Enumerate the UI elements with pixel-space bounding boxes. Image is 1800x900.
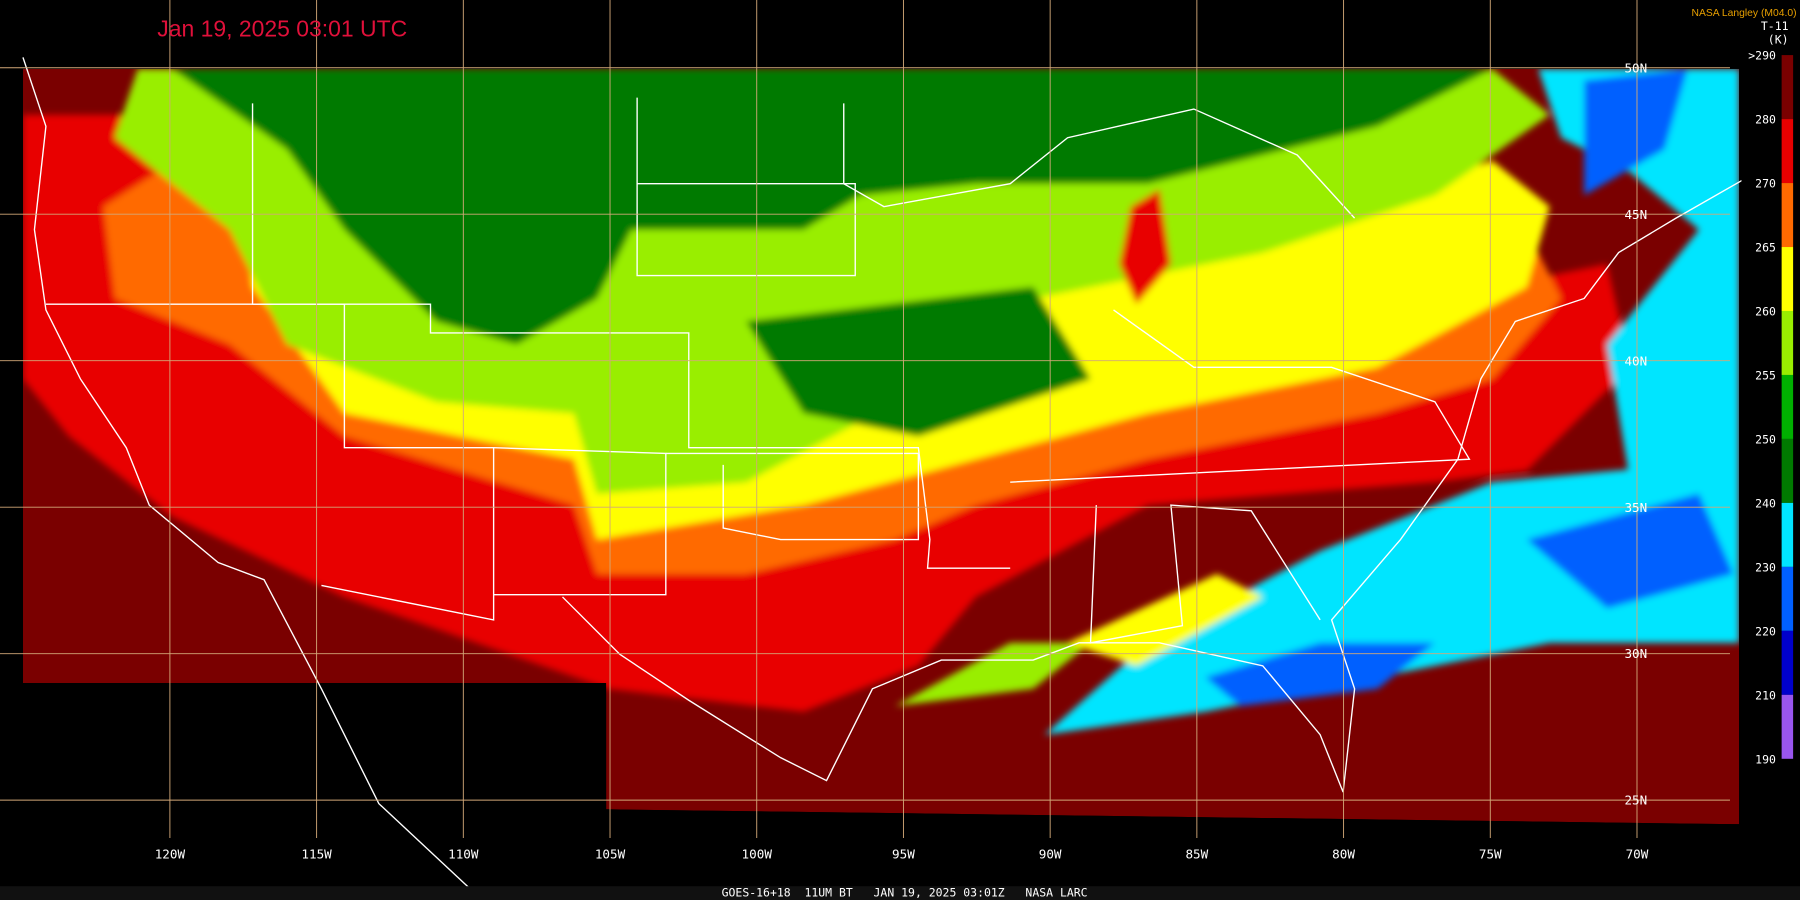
colorbar-label: 210: [1755, 688, 1776, 702]
temperature-field: [22, 68, 1740, 825]
field-cyan: [1538, 68, 1740, 483]
field-lightgreen: [895, 642, 1091, 706]
state-line: [636, 97, 856, 277]
field-red: [22, 114, 1631, 712]
longitude-label: 75W: [1479, 847, 1502, 862]
graticule: 120W 115W 110W 105W 100W 95W 90W 85W 80W 75W 70W 50…: [0, 0, 1730, 862]
longitude-label: 85W: [1185, 847, 1208, 862]
state-line: [843, 103, 1356, 219]
latitude-label: 30N: [1624, 646, 1647, 661]
field-cyan: [1044, 459, 1740, 735]
latitude-label: 35N: [1624, 500, 1647, 515]
longitude-label: 95W: [892, 847, 915, 862]
colorbar-segment: [1781, 55, 1794, 120]
footer: GOES-16+18 11UM BT JAN 19, 2025 03:01Z N…: [722, 886, 1088, 900]
state-line: [665, 452, 920, 541]
colorbar-label: 240: [1755, 497, 1776, 511]
state-line: [493, 447, 667, 596]
credit: NASA Langley (M04.0): [1691, 8, 1796, 19]
coastline: [562, 171, 1757, 793]
colorbar-segment: [1781, 438, 1794, 503]
colorbar-segment: [1781, 119, 1794, 184]
colorbar-segment: [1781, 310, 1794, 375]
field-orange: [103, 126, 1562, 574]
colorbar-label: 255: [1755, 369, 1776, 383]
colorbar-segment: [1781, 183, 1794, 248]
field-blue: [1526, 493, 1734, 609]
colorbar: >290 280 270 265 260 255 250 240 230 220 210 190: [1748, 49, 1794, 766]
field-green: [172, 68, 1493, 345]
longitude-label: 100W: [742, 847, 773, 862]
colorbar-label: 270: [1755, 177, 1776, 191]
colorbar-label: >290: [1748, 49, 1776, 63]
colorbar-segment: [1781, 374, 1794, 439]
latitude-label: 25N: [1624, 793, 1647, 808]
colorbar-label: 220: [1755, 624, 1776, 638]
colorbar-label: 230: [1755, 560, 1776, 574]
colorbar-segment: [1781, 630, 1794, 695]
colorbar-label: 265: [1755, 241, 1776, 255]
coastline: [22, 57, 483, 900]
state-line: [251, 103, 1011, 569]
colorbar-label: 280: [1755, 113, 1776, 127]
field-green: [746, 286, 1091, 437]
latitude-label: 50N: [1624, 60, 1647, 75]
state-line: [1089, 504, 1321, 644]
colorbar-label: 260: [1755, 305, 1776, 319]
longitude-label: 90W: [1039, 847, 1062, 862]
field-blue: [1584, 68, 1688, 196]
colorbar-segment: [1781, 502, 1794, 567]
colorbar-segment: [1781, 566, 1794, 631]
colorbar-segment: [1781, 247, 1794, 311]
longitude-label: 120W: [155, 847, 186, 862]
field-blue: [1205, 642, 1435, 706]
band-label: T-11: [1761, 19, 1789, 33]
longitude-label: 70W: [1626, 847, 1649, 862]
units-label: (K): [1768, 33, 1789, 47]
latitude-label: 45N: [1624, 207, 1647, 222]
field-red: [1119, 189, 1171, 305]
state-line: [1010, 309, 1471, 483]
longitude-label: 115W: [301, 847, 332, 862]
longitude-label: 110W: [448, 847, 479, 862]
footer-bar: [0, 886, 1800, 900]
map-title: Jan 19, 2025 03:01 UTC: [157, 16, 407, 42]
longitude-label: 80W: [1332, 847, 1355, 862]
borders: [22, 57, 1757, 900]
longitude-label: 105W: [595, 847, 626, 862]
colorbar-segment: [1781, 694, 1794, 759]
latitude-label: 40N: [1624, 353, 1647, 368]
colorbar-label: 250: [1755, 433, 1776, 447]
colorbar-label: 190: [1755, 752, 1776, 766]
